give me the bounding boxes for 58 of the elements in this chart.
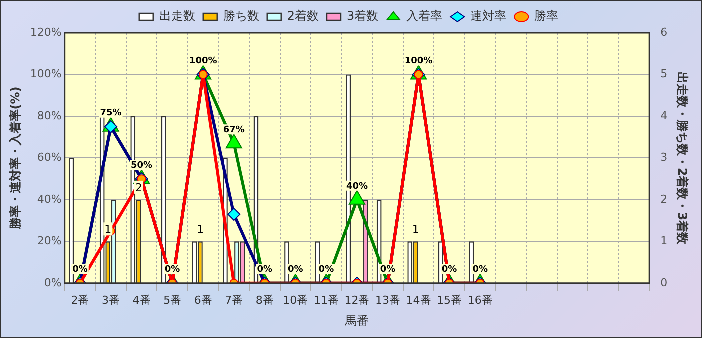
y-tick-label: 100% [30, 68, 62, 81]
x-tick-label: 10番 [283, 294, 308, 307]
legend-label: 入着率 [406, 9, 443, 24]
y-axis-title: 勝率・連対率・入着率(%) [8, 86, 22, 231]
x-tick-label: 2番 [71, 294, 90, 307]
x-axis-title: 馬番 [344, 314, 370, 328]
y2-tick-label: 0 [660, 276, 668, 290]
y2-tick-label: 5 [660, 68, 668, 81]
data-label: 2 [135, 181, 142, 194]
x-tick-label: 7番 [225, 294, 244, 307]
annotation: 40% [346, 182, 368, 192]
legend-label: 2着数 [287, 9, 320, 24]
annotation: 0% [164, 265, 180, 276]
annotation: 50% [131, 160, 153, 171]
y-tick-label: 20% [37, 234, 62, 248]
x-tick-label: 11番 [314, 294, 339, 307]
y-tick-label: 120% [30, 26, 62, 39]
x-tick-label: 3番 [102, 294, 120, 307]
x-tick-label: 8番 [256, 294, 274, 307]
legend-label: 3着数 [347, 9, 379, 24]
legend-label: 連対率 [470, 9, 507, 24]
y-tick-label: 80% [37, 109, 62, 122]
y2-tick-label: 2 [660, 192, 668, 206]
y-tick-label: 60% [37, 151, 62, 164]
x-tick-label: 4番 [132, 294, 151, 307]
y-tick-label: 0% [44, 276, 62, 290]
x-tick-label: 15番 [437, 294, 462, 307]
x-tick-label: 13番 [376, 294, 400, 307]
annotation: 0% [380, 265, 396, 276]
y2-tick-label: 3 [660, 151, 668, 164]
x-tick-label: 12番 [344, 294, 370, 307]
legend-label: 勝ち数 [223, 9, 260, 24]
annotation: 0% [318, 265, 334, 276]
x-tick-label: 6番 [194, 294, 212, 307]
annotation: 0% [257, 265, 273, 276]
legend-label: 出走数 [159, 9, 196, 24]
annotation: 100% [189, 56, 218, 67]
legend-label: 勝率 [534, 9, 559, 24]
data-label: 1 [104, 223, 112, 236]
point [226, 134, 242, 149]
y2-axis-title: 出走数・勝ち数・2着数・3着数 [676, 72, 690, 246]
y2-tick-label: 4 [660, 109, 668, 122]
annotation: 100% [404, 56, 433, 67]
x-tick-label: 14番 [406, 294, 432, 307]
y2-tick-label: 6 [660, 26, 668, 39]
annotation: 0% [288, 265, 304, 276]
annotation: 0% [472, 265, 488, 276]
annotation: 0% [72, 265, 88, 276]
data-label: 1 [196, 223, 204, 236]
y-tick-label: 40% [37, 192, 62, 206]
data-label: 1 [412, 223, 420, 236]
y2-tick-label: 1 [660, 234, 668, 248]
point [348, 190, 366, 205]
annotation: 0% [442, 265, 458, 276]
x-tick-label: 5番 [164, 294, 182, 307]
annotation: 67% [223, 125, 245, 136]
x-tick-label: 16番 [468, 294, 493, 307]
annotation: 75% [100, 108, 122, 119]
